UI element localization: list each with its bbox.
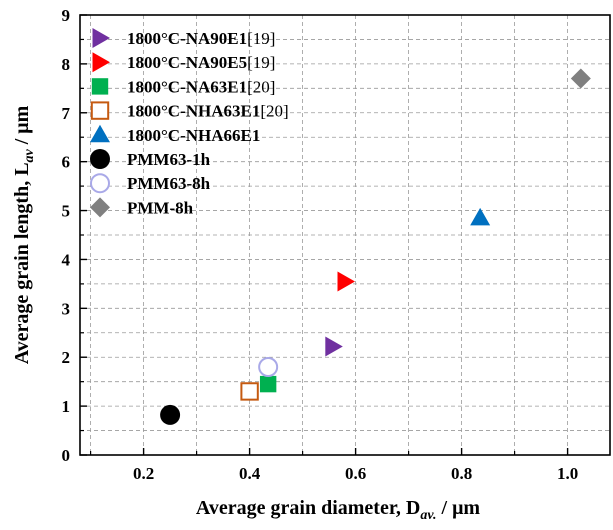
axis-labels: Average grain diameter, Dav. / μm Averag… (11, 105, 480, 523)
x-tick-label: 0.2 (133, 464, 154, 483)
legend-name: 1800°C-NA63E1 (127, 77, 247, 96)
x-axis-title-sub: av. (420, 508, 436, 523)
y-axis-title-sub: av (22, 148, 37, 162)
legend: 1800°C-NA90E1[19]1800°C-NA90E5[19]1800°C… (90, 28, 289, 218)
legend-label-5: PMM63-1h (127, 150, 211, 169)
grid-layer (80, 15, 610, 455)
x-tick-label: 0.8 (451, 464, 472, 483)
legend-ref: [20] (260, 102, 288, 121)
legend-marker-4 (90, 124, 110, 143)
data-point-series-3 (240, 382, 259, 401)
x-axis-title-main: Average grain diameter, D (196, 497, 420, 519)
data-point-series-5 (160, 404, 181, 425)
y-tick-label: 1 (62, 397, 71, 416)
y-tick-label: 8 (62, 55, 71, 74)
x-axis-title-tail: / μm (437, 497, 481, 519)
legend-marker-3 (90, 101, 110, 120)
legend-name: 1800°C-NHA63E1 (127, 102, 260, 121)
y-tick-label: 7 (62, 104, 71, 123)
legend-name: 1800°C-NA90E1 (127, 29, 247, 48)
y-axis-title-main: Average grain length, L (11, 162, 33, 364)
legend-name: PMM63-8h (127, 174, 211, 193)
legend-ref: [19] (247, 53, 275, 72)
points-layer (160, 68, 591, 425)
legend-name: PMM63-1h (127, 150, 211, 169)
legend-name: 1800°C-NA90E5 (127, 53, 247, 72)
y-tick-label: 4 (62, 250, 71, 269)
data-point-series-4 (470, 207, 491, 226)
data-point-series-1 (337, 271, 355, 292)
x-axis-title: Average grain diameter, Dav. / μm (196, 497, 480, 523)
legend-label-7: PMM-8h (127, 198, 194, 217)
legend-marker-7 (90, 197, 110, 218)
legend-ref: [20] (247, 77, 275, 96)
data-point-series-7 (570, 68, 591, 89)
y-tick-label: 2 (62, 348, 71, 367)
legend-label-3: 1800°C-NHA63E1[20] (127, 102, 289, 121)
legend-ref: [19] (247, 29, 275, 48)
y-axis-title-tail: / μm (11, 105, 33, 149)
legend-marker-2 (91, 78, 109, 95)
y-tick-label: 0 (62, 446, 71, 465)
data-point-series-2 (259, 375, 277, 393)
data-point-series-6 (258, 357, 279, 377)
x-tick-label: 0.4 (239, 464, 261, 483)
legend-marker-1 (92, 52, 110, 73)
x-tick-label: 1.0 (557, 464, 578, 483)
legend-name: 1800°C-NHA66E1 (127, 126, 260, 145)
axes-layer: 0 1 2 3 4 5 6 7 8 9 0.2 0.4 0.6 0.8 1.0 (62, 6, 611, 483)
y-axis-title: Average grain length, Lav / μm (11, 105, 37, 364)
legend-label-1: 1800°C-NA90E5[19] (127, 53, 275, 72)
y-tick-label: 6 (62, 153, 71, 172)
legend-marker-6 (90, 173, 110, 194)
legend-name: PMM-8h (127, 198, 194, 217)
y-tick-label: 3 (62, 299, 71, 318)
y-tick-label: 9 (62, 6, 71, 25)
legend-marker-5 (90, 149, 110, 169)
legend-label-6: PMM63-8h (127, 174, 211, 193)
x-tick-label: 0.6 (345, 464, 366, 483)
legend-label-2: 1800°C-NA63E1[20] (127, 77, 275, 96)
y-tick-label: 5 (62, 202, 71, 221)
legend-marker-0 (92, 28, 110, 48)
data-point-series-0 (325, 336, 343, 357)
legend-label-4: 1800°C-NHA66E1 (127, 126, 260, 145)
legend-label-0: 1800°C-NA90E1[19] (127, 29, 275, 48)
